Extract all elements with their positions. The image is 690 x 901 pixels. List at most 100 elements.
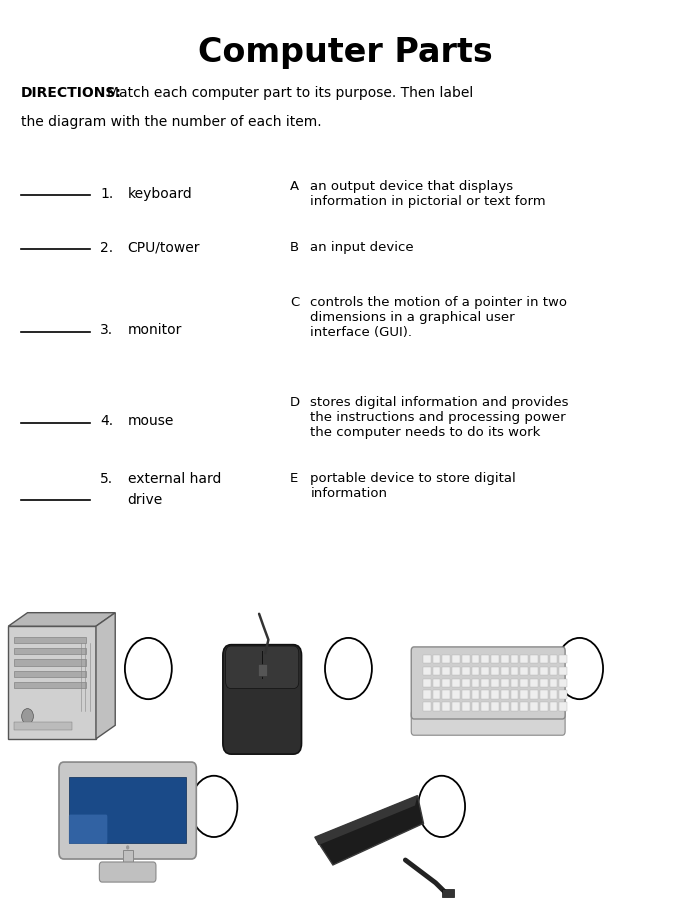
Bar	[423, 702, 431, 711]
Bar	[462, 678, 470, 687]
Bar	[491, 655, 499, 663]
Bar	[14, 670, 86, 677]
Bar	[501, 667, 509, 675]
Bar	[511, 678, 518, 687]
Bar	[520, 667, 528, 675]
Bar	[560, 690, 567, 698]
Bar	[501, 690, 509, 698]
Text: an output device that displays
information in pictorial or text form: an output device that displays informati…	[310, 180, 546, 208]
FancyBboxPatch shape	[411, 710, 565, 735]
Polygon shape	[315, 796, 417, 845]
Text: portable device to store digital
information: portable device to store digital informa…	[310, 472, 516, 500]
Bar	[472, 667, 480, 675]
Circle shape	[21, 708, 33, 724]
Text: E: E	[290, 472, 298, 485]
Bar	[472, 702, 480, 711]
Text: external hard: external hard	[128, 472, 221, 487]
Bar	[520, 690, 528, 698]
FancyBboxPatch shape	[226, 646, 299, 688]
Text: 2.: 2.	[100, 241, 113, 255]
Bar	[482, 678, 489, 687]
Bar	[462, 667, 470, 675]
Bar	[482, 667, 489, 675]
Bar	[550, 690, 558, 698]
Bar	[540, 678, 548, 687]
Bar	[520, 678, 528, 687]
Bar	[560, 667, 567, 675]
FancyBboxPatch shape	[69, 815, 108, 844]
Bar	[423, 667, 431, 675]
Bar	[14, 660, 86, 666]
FancyBboxPatch shape	[411, 647, 565, 719]
Bar	[433, 702, 440, 711]
Bar	[550, 655, 558, 663]
Polygon shape	[96, 613, 115, 739]
Bar	[433, 655, 440, 663]
Circle shape	[126, 845, 129, 850]
Bar	[69, 777, 186, 843]
Bar	[560, 702, 567, 711]
Text: C: C	[290, 296, 299, 308]
Bar	[511, 667, 518, 675]
Bar	[433, 667, 440, 675]
Bar	[511, 702, 518, 711]
Bar	[560, 655, 567, 663]
Bar	[491, 667, 499, 675]
Bar	[491, 702, 499, 711]
Text: controls the motion of a pointer in two
dimensions in a graphical user
interface: controls the motion of a pointer in two …	[310, 296, 567, 339]
Bar	[530, 667, 538, 675]
Bar	[452, 690, 460, 698]
Bar	[520, 655, 528, 663]
Text: the diagram with the number of each item.: the diagram with the number of each item…	[21, 115, 322, 130]
Bar	[433, 678, 440, 687]
FancyBboxPatch shape	[223, 645, 302, 754]
Text: DIRECTIONS:: DIRECTIONS:	[21, 86, 121, 100]
Text: 1.: 1.	[100, 187, 113, 202]
Bar	[442, 678, 450, 687]
Bar	[560, 678, 567, 687]
Bar	[442, 655, 450, 663]
Bar	[501, 702, 509, 711]
FancyBboxPatch shape	[59, 762, 196, 859]
Bar	[540, 690, 548, 698]
Bar	[14, 682, 86, 688]
Bar	[433, 690, 440, 698]
Bar	[8, 626, 96, 739]
Bar	[452, 655, 460, 663]
Bar	[550, 678, 558, 687]
Bar	[423, 678, 431, 687]
Text: Match each computer part to its purpose. Then label: Match each computer part to its purpose.…	[107, 86, 473, 100]
Bar	[14, 637, 86, 643]
Text: CPU/tower: CPU/tower	[128, 241, 200, 255]
Bar	[550, 667, 558, 675]
Bar	[442, 702, 450, 711]
Bar	[540, 702, 548, 711]
Bar	[472, 678, 480, 687]
Bar	[530, 655, 538, 663]
Bar	[472, 690, 480, 698]
Text: B: B	[290, 241, 299, 253]
Bar	[442, 690, 450, 698]
Bar	[462, 690, 470, 698]
Text: an input device: an input device	[310, 241, 414, 253]
Bar	[520, 702, 528, 711]
Bar	[491, 678, 499, 687]
Polygon shape	[8, 613, 115, 626]
Text: A: A	[290, 180, 299, 193]
Bar	[14, 648, 86, 654]
Bar	[501, 678, 509, 687]
Bar	[482, 655, 489, 663]
Text: 5.: 5.	[100, 472, 113, 487]
Bar	[530, 678, 538, 687]
Bar	[442, 667, 450, 675]
Bar	[482, 702, 489, 711]
Bar	[482, 690, 489, 698]
Bar	[442, 888, 454, 896]
Bar	[452, 702, 460, 711]
Text: keyboard: keyboard	[128, 187, 193, 202]
Text: D: D	[290, 396, 300, 409]
Bar	[462, 655, 470, 663]
Bar	[530, 702, 538, 711]
Text: monitor: monitor	[128, 323, 182, 338]
Text: stores digital information and provides
the instructions and processing power
th: stores digital information and provides …	[310, 396, 569, 440]
